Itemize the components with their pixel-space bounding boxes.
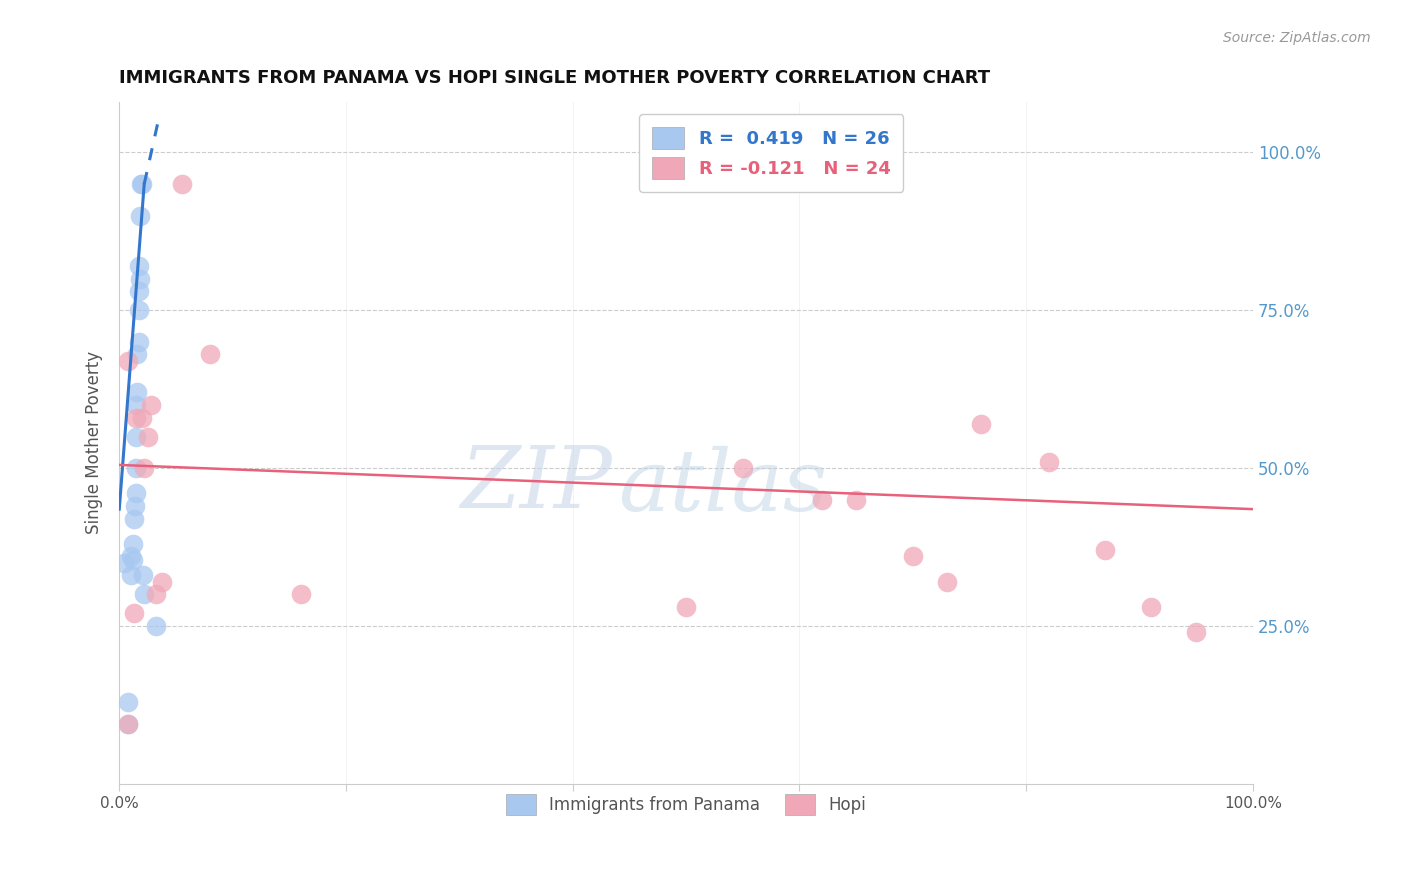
Point <box>125 398 148 412</box>
Point <box>117 695 139 709</box>
Y-axis label: Single Mother Poverty: Single Mother Poverty <box>86 351 103 534</box>
Point <box>845 492 868 507</box>
Point <box>145 587 167 601</box>
Point <box>1185 625 1208 640</box>
Point <box>117 716 139 731</box>
Point <box>901 549 924 564</box>
Point <box>124 499 146 513</box>
Point <box>134 461 156 475</box>
Point <box>970 417 993 431</box>
Point <box>128 303 150 318</box>
Point <box>129 177 152 191</box>
Point <box>127 347 149 361</box>
Point <box>117 353 139 368</box>
Point <box>122 607 145 621</box>
Point <box>127 385 149 400</box>
Text: Source: ZipAtlas.com: Source: ZipAtlas.com <box>1223 31 1371 45</box>
Point <box>1140 599 1163 614</box>
Point <box>935 574 957 589</box>
Point <box>136 429 159 443</box>
Point <box>170 177 193 191</box>
Point <box>131 177 153 191</box>
Point <box>134 587 156 601</box>
Point <box>125 461 148 475</box>
Point <box>125 410 148 425</box>
Point <box>128 285 150 299</box>
Point <box>145 619 167 633</box>
Point <box>125 429 148 443</box>
Text: IMMIGRANTS FROM PANAMA VS HOPI SINGLE MOTHER POVERTY CORRELATION CHART: IMMIGRANTS FROM PANAMA VS HOPI SINGLE MO… <box>120 69 990 87</box>
Point <box>122 511 145 525</box>
Point <box>139 398 162 412</box>
Text: atlas: atlas <box>619 446 827 528</box>
Point <box>128 209 150 223</box>
Point <box>120 549 142 564</box>
Legend: Immigrants from Panama, Hopi: Immigrants from Panama, Hopi <box>498 786 875 823</box>
Text: ZIP: ZIP <box>461 442 613 525</box>
Point <box>112 556 135 570</box>
Point <box>120 568 142 582</box>
Point <box>675 599 697 614</box>
Point <box>122 552 145 566</box>
Point <box>125 486 148 500</box>
Point <box>131 410 153 425</box>
Point <box>122 537 145 551</box>
Point <box>198 347 221 361</box>
Point <box>128 334 150 349</box>
Point <box>1094 543 1116 558</box>
Point <box>128 259 150 273</box>
Point <box>811 492 834 507</box>
Point <box>128 271 150 285</box>
Point <box>290 587 312 601</box>
Point <box>150 574 173 589</box>
Point <box>731 461 754 475</box>
Point <box>117 716 139 731</box>
Point <box>132 568 155 582</box>
Point <box>1038 455 1060 469</box>
